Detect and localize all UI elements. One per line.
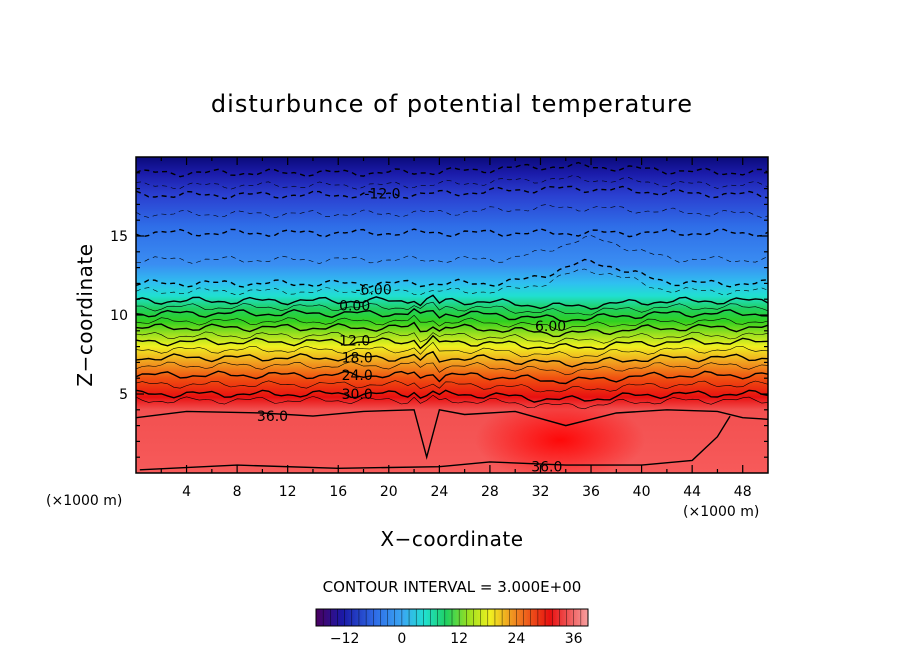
contour-line	[136, 175, 768, 190]
contour-line-36	[136, 408, 768, 460]
contour-line	[136, 341, 768, 358]
y-axis-label: Z−coordinate	[73, 243, 97, 386]
x-tick-label: 20	[380, 484, 398, 500]
x-tick-label: 4	[182, 484, 191, 500]
x-tick-label: 32	[532, 484, 550, 500]
contour-label: 18.0	[342, 351, 373, 367]
contour-lines	[136, 161, 768, 471]
plot-area	[136, 157, 768, 473]
contour-line	[136, 235, 768, 264]
x-unit-left: (×1000 m)	[46, 493, 122, 509]
contour-line	[136, 228, 768, 238]
contour-line	[136, 294, 768, 310]
contour-label: 30.0	[342, 387, 373, 403]
colorbar-tick-label: −12	[330, 631, 360, 647]
contour-line	[136, 389, 768, 403]
contour-line	[136, 331, 768, 345]
x-axis-label: X−coordinate	[380, 527, 523, 551]
y-tick-label: 10	[110, 308, 128, 324]
warm-anomaly	[475, 400, 645, 473]
contour-line	[136, 380, 768, 393]
contour-line	[136, 370, 768, 385]
colorbar-tick-label: 0	[397, 631, 406, 647]
colorbar-tick-label: 24	[508, 631, 526, 647]
contour-line	[136, 361, 768, 376]
x-tick-label: 40	[633, 484, 651, 500]
contour-interval: CONTOUR INTERVAL = 3.000E+00	[323, 578, 582, 596]
contour-label: 0.00	[339, 299, 370, 315]
contour-line	[136, 350, 768, 368]
contour-line	[136, 161, 768, 178]
colorbar-segments	[322, 609, 582, 626]
contour-label: -12.0	[364, 186, 400, 202]
x-tick-label: 8	[233, 484, 242, 500]
contour-line	[136, 314, 768, 331]
contour-line	[136, 185, 768, 200]
x-tick-label: 44	[683, 484, 701, 500]
contour-line	[136, 301, 768, 316]
chart-title: disturbunce of potential temperature	[211, 90, 693, 118]
contour-label: 6.00	[535, 319, 566, 335]
contour-label: 24.0	[342, 368, 373, 384]
x-unit-right: (×1000 m)	[683, 504, 759, 520]
x-tick-label: 16	[329, 484, 347, 500]
contour-line	[136, 258, 768, 288]
contour-line	[136, 268, 768, 296]
x-tick-label: 48	[734, 484, 752, 500]
contour-line	[136, 204, 768, 219]
contour-line	[136, 321, 768, 338]
contour-label: 12.0	[339, 333, 370, 349]
colorbar-tick-label: 12	[450, 631, 468, 647]
x-tick-label: 12	[279, 484, 297, 500]
x-tick-label: 24	[430, 484, 448, 500]
y-tick-label: 15	[110, 229, 128, 245]
colorbar-tick-label: 36	[565, 631, 583, 647]
y-tick-label: 5	[119, 387, 128, 403]
contour-line	[136, 308, 768, 323]
contour-label: 36.0	[531, 460, 562, 476]
contour-label: -6.00	[356, 283, 392, 299]
x-tick-label: 28	[481, 484, 499, 500]
x-tick-label: 36	[582, 484, 600, 500]
axis-ticks	[136, 157, 768, 473]
contour-line	[136, 394, 768, 410]
contour-label: 36.0	[257, 409, 288, 425]
contour-line	[136, 334, 768, 350]
